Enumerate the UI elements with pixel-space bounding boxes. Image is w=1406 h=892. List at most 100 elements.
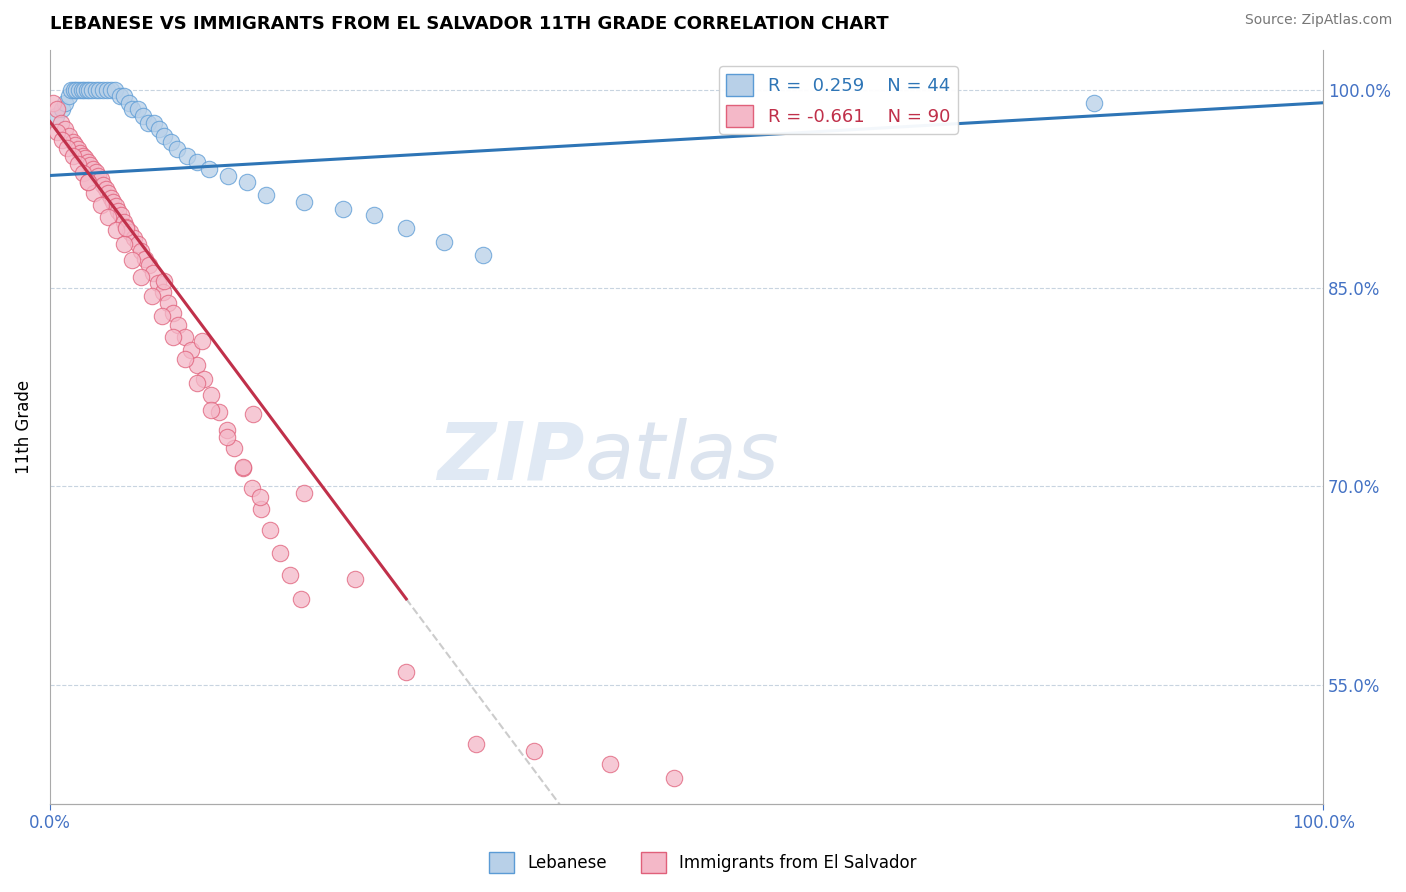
Point <box>242 407 264 421</box>
Point <box>280 568 302 582</box>
Point <box>142 267 165 281</box>
Point <box>173 352 195 367</box>
Legend: R =  0.259    N = 44, R = -0.661    N = 90: R = 0.259 N = 44, R = -0.661 N = 90 <box>720 66 957 134</box>
Point <box>97 210 120 224</box>
Text: Source: ZipAtlas.com: Source: ZipAtlas.com <box>1244 13 1392 28</box>
Point <box>198 161 221 176</box>
Point <box>110 208 132 222</box>
Point <box>208 405 231 419</box>
Point <box>87 169 110 183</box>
Point <box>112 215 135 229</box>
Point <box>84 82 107 96</box>
Point <box>249 490 271 504</box>
Point <box>115 221 138 235</box>
Point <box>599 757 621 772</box>
Point <box>186 376 208 391</box>
Point <box>152 285 174 299</box>
Point <box>66 142 89 156</box>
Point <box>76 155 98 169</box>
Point <box>143 115 166 129</box>
Point <box>146 276 169 290</box>
Point <box>76 175 98 189</box>
Point <box>104 199 127 213</box>
Point <box>67 82 90 96</box>
Point <box>63 138 86 153</box>
Point <box>134 252 156 266</box>
Point <box>153 128 176 143</box>
Point <box>84 164 107 178</box>
Point <box>131 244 153 258</box>
Point <box>363 208 385 222</box>
Point <box>56 141 79 155</box>
Point <box>72 166 94 180</box>
Point <box>159 136 181 150</box>
Point <box>94 182 117 196</box>
Point <box>90 197 112 211</box>
Point <box>224 441 246 455</box>
Point <box>53 122 76 136</box>
Point <box>104 82 127 96</box>
Point <box>141 289 163 303</box>
Point <box>90 172 112 186</box>
Point <box>240 481 263 495</box>
Point <box>112 89 135 103</box>
Point <box>66 156 89 170</box>
Point <box>76 82 98 96</box>
Point <box>232 459 254 474</box>
Text: atlas: atlas <box>585 418 779 496</box>
Point <box>167 318 190 332</box>
Point <box>173 330 195 344</box>
Point <box>51 133 73 147</box>
Point <box>62 136 84 150</box>
Point <box>186 358 208 372</box>
Point <box>191 334 214 348</box>
Point <box>76 175 98 189</box>
Point <box>96 82 118 96</box>
Point <box>107 204 129 219</box>
Point <box>117 95 139 110</box>
Point <box>127 103 149 117</box>
Point <box>112 237 135 252</box>
Point <box>58 128 80 143</box>
Point <box>83 186 105 200</box>
Point <box>232 461 254 475</box>
Point <box>100 82 122 96</box>
Point <box>254 188 277 202</box>
Point <box>395 221 418 235</box>
Point <box>332 202 354 216</box>
Point <box>69 146 91 161</box>
Point <box>53 95 76 110</box>
Point <box>60 82 83 96</box>
Point <box>75 151 97 165</box>
Point <box>200 402 222 417</box>
Point <box>138 259 160 273</box>
Point <box>290 591 312 606</box>
Point <box>157 295 180 310</box>
Point <box>150 309 173 323</box>
Point <box>42 95 65 110</box>
Point <box>186 155 208 169</box>
Point <box>51 103 73 117</box>
Point <box>91 82 114 96</box>
Point <box>63 82 86 96</box>
Point <box>73 82 96 96</box>
Point <box>82 161 104 176</box>
Text: LEBANESE VS IMMIGRANTS FROM EL SALVADOR 11TH GRADE CORRELATION CHART: LEBANESE VS IMMIGRANTS FROM EL SALVADOR … <box>49 15 889 33</box>
Point <box>45 109 67 123</box>
Point <box>72 149 94 163</box>
Text: ZIP: ZIP <box>437 418 585 496</box>
Point <box>136 115 159 129</box>
Legend: Lebanese, Immigrants from El Salvador: Lebanese, Immigrants from El Salvador <box>482 846 924 880</box>
Point <box>97 186 120 200</box>
Point <box>433 235 456 249</box>
Point <box>89 82 111 96</box>
Point <box>193 372 215 386</box>
Point <box>269 546 291 560</box>
Point <box>103 194 125 209</box>
Point <box>292 194 315 209</box>
Point <box>131 109 153 123</box>
Point <box>292 486 315 500</box>
Point <box>127 237 149 252</box>
Point <box>65 82 87 96</box>
Point <box>217 169 239 183</box>
